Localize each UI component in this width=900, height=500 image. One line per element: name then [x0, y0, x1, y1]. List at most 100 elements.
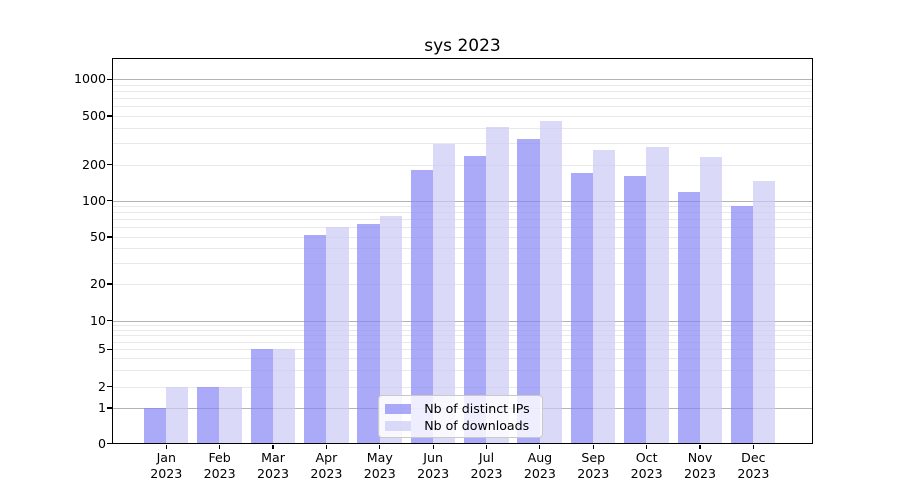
y-gridline-major [113, 320, 812, 322]
y-gridline-minor [113, 237, 812, 238]
x-tick-mark [539, 444, 541, 449]
legend-item-distinct-ips: Nb of distinct IPs [384, 400, 542, 417]
y-gridline-minor [113, 212, 812, 214]
y-gridline-minor [113, 329, 812, 331]
y-tick-label: 200 [81, 156, 106, 172]
y-gridline-minor [113, 164, 812, 166]
bar-downloads-jan [166, 386, 189, 444]
y-tick-label: 50 [89, 229, 106, 244]
x-tick-mark [592, 444, 594, 449]
grid-layer [113, 59, 812, 444]
bar-downloads-jun [432, 144, 456, 444]
x-tick-label-jan: Jan 2023 [150, 450, 183, 481]
y-tick-label: 500 [81, 108, 106, 123]
x-tick-label-apr: Apr 2023 [310, 450, 343, 481]
x-tick-label-jun: Jun 2023 [417, 450, 450, 481]
x-tick-mark [485, 444, 488, 449]
bar-downloads-mar [272, 349, 296, 444]
bar-downloads-feb [219, 386, 242, 444]
y-gridline-minor [113, 284, 812, 285]
y-gridline-minor [113, 349, 812, 351]
y-gridline-minor [113, 325, 812, 327]
y-tick-mark [107, 348, 113, 350]
y-tick-label: 1000 [73, 71, 106, 87]
legend-item-downloads: Nb of downloads [384, 417, 542, 434]
y-gridline-minor [113, 84, 812, 86]
x-tick-label-sep: Sep 2023 [577, 450, 610, 481]
y-gridline-minor [113, 106, 812, 108]
bar-downloads-may [379, 216, 402, 444]
y-tick-label: 2 [97, 378, 106, 394]
y-gridline-major [113, 200, 812, 202]
x-tick-label-dec: Dec 2023 [737, 450, 770, 481]
bar-distinct-ips-aug [517, 138, 540, 444]
x-tick-label-mar: Mar 2023 [257, 450, 290, 481]
bar-downloads-jul [486, 126, 509, 444]
y-gridline-minor [113, 248, 812, 250]
legend-label-distinct-ips: Nb of distinct IPs [424, 401, 530, 417]
y-tick-label: 20 [89, 276, 106, 291]
x-tick-mark [272, 444, 274, 449]
y-gridline-minor [113, 370, 812, 372]
y-gridline-minor [113, 341, 812, 343]
y-gridline-minor [113, 219, 812, 221]
bar-downloads-dec [753, 180, 776, 444]
legend: Nb of distinct IPs Nb of downloads [377, 394, 543, 438]
x-tick-mark [699, 444, 701, 449]
y-gridline-minor [113, 127, 812, 129]
bar-distinct-ips-nov [677, 191, 700, 444]
y-tick-mark [107, 78, 113, 80]
y-gridline-minor [113, 91, 812, 93]
x-tick-label-nov: Nov 2023 [683, 450, 717, 481]
x-tick-label-feb: Feb 2023 [203, 450, 236, 481]
y-tick-label: 100 [81, 192, 106, 208]
legend-swatch-downloads [384, 420, 412, 431]
x-tick-mark [646, 444, 648, 449]
y-tick-label: 0 [97, 435, 106, 451]
bar-distinct-ips-oct [624, 175, 647, 444]
bar-layer [113, 59, 812, 444]
y-tick-mark [107, 115, 113, 117]
bar-distinct-ips-jul [464, 156, 487, 444]
bar-downloads-oct [646, 146, 669, 444]
legend-swatch-distinct-ips [384, 403, 412, 414]
y-gridline-minor [113, 263, 812, 265]
y-gridline-minor [113, 143, 812, 145]
y-tick-mark [107, 442, 113, 445]
y-tick-label: 5 [97, 341, 106, 357]
bar-distinct-ips-jan [143, 408, 167, 444]
x-tick-label-aug: Aug 2023 [523, 450, 556, 481]
y-gridline-minor [113, 206, 812, 208]
y-gridline-minor [113, 116, 812, 117]
x-tick-label-may: May 2023 [363, 450, 396, 481]
chart-title: sys 2023 [424, 36, 501, 56]
y-tick-mark [107, 200, 113, 202]
y-gridline-minor [113, 227, 812, 229]
x-tick-label-oct: Oct 2023 [630, 450, 663, 481]
x-tick-mark [379, 444, 381, 449]
y-tick-mark [107, 386, 113, 388]
y-gridline-major [113, 79, 812, 81]
y-tick-mark [107, 236, 113, 238]
y-gridline-minor [113, 358, 812, 360]
legend-label-downloads: Nb of downloads [424, 418, 530, 434]
y-tick-label: 1 [97, 400, 106, 415]
x-tick-mark [219, 444, 221, 449]
y-tick-mark [107, 407, 113, 409]
x-tick-mark [325, 444, 327, 449]
y-tick-mark [107, 163, 113, 166]
bar-distinct-ips-sep [570, 173, 594, 444]
x-tick-mark [432, 444, 434, 449]
bar-downloads-aug [539, 120, 562, 444]
y-tick-label: 10 [89, 312, 106, 328]
bar-distinct-ips-jun [410, 169, 433, 444]
y-tick-mark [107, 320, 113, 322]
y-tick-mark [107, 283, 113, 285]
bar-downloads-nov [699, 157, 723, 444]
x-tick-mark [165, 444, 167, 449]
bar-distinct-ips-apr [303, 234, 327, 444]
x-tick-label-jul: Jul 2023 [470, 450, 503, 481]
x-tick-mark [752, 444, 754, 449]
y-gridline-minor [113, 335, 812, 337]
